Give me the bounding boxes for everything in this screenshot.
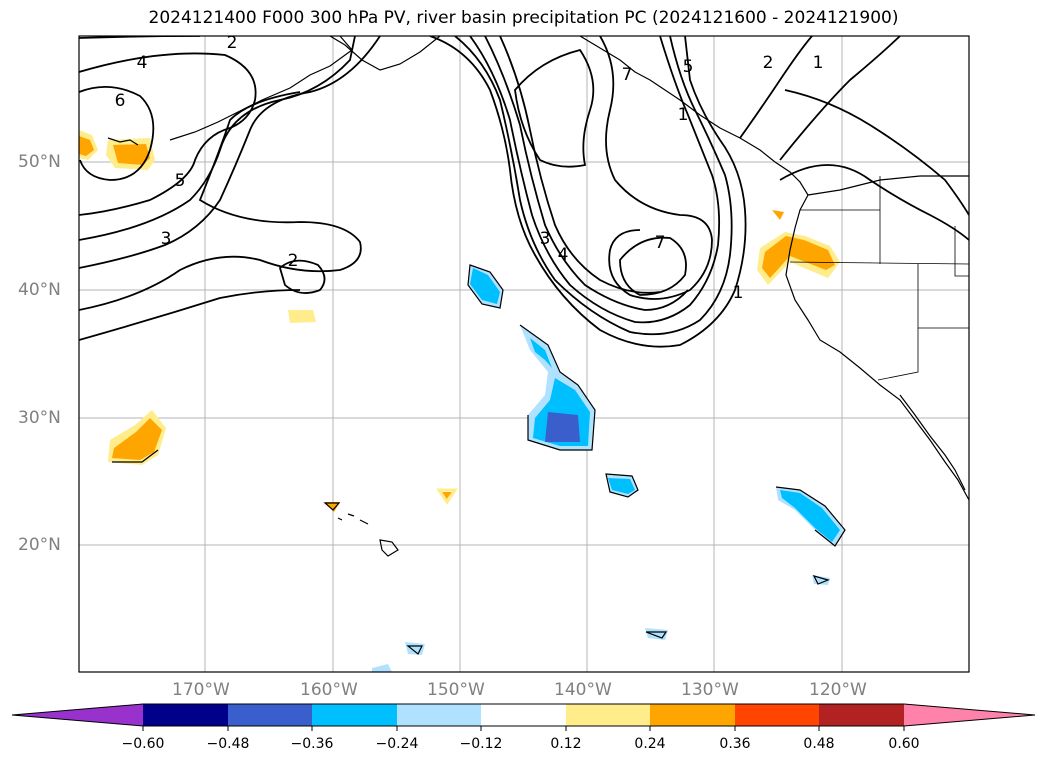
colorbar-label: 0.48 — [803, 736, 835, 752]
contour-label: 7 — [655, 233, 666, 253]
contour-label: 1 — [678, 105, 689, 125]
colorbar-swatch — [143, 704, 228, 726]
contour-label: 3 — [540, 229, 551, 249]
colorbar-label: −0.12 — [459, 736, 503, 752]
contour-label: 4 — [137, 53, 148, 73]
colorbar-label: −0.36 — [290, 736, 334, 752]
state-borders — [789, 176, 969, 381]
lon-label: 130°W — [681, 680, 739, 700]
colorbar-swatch — [650, 704, 735, 726]
contour-label: 5 — [683, 57, 694, 77]
lon-label: 170°W — [172, 680, 230, 700]
colorbar-label: −0.24 — [375, 736, 419, 752]
contour-label: 2 — [288, 251, 299, 271]
contour-label: 1 — [813, 53, 824, 73]
colorbar-swatch — [12, 704, 143, 726]
lon-label: 160°W — [300, 680, 358, 700]
lon-label: 140°W — [554, 680, 612, 700]
colorbar-swatch — [566, 704, 650, 726]
contour-label: 2 — [763, 53, 774, 73]
colorbar-swatch — [819, 704, 904, 726]
colorbar-label: 0.12 — [550, 736, 582, 752]
lat-label: 30°N — [18, 408, 61, 428]
colorbar-label: −0.60 — [121, 736, 165, 752]
lon-label: 150°W — [427, 680, 485, 700]
colorbar-swatch — [904, 704, 1035, 726]
map-gridlines — [79, 36, 969, 672]
contour-label: 6 — [115, 91, 126, 111]
contour-label: 7 — [622, 65, 633, 85]
colorbar-swatch — [228, 704, 312, 726]
lat-label: 20°N — [18, 535, 61, 555]
precip-negative-areas — [372, 265, 845, 672]
colorbar — [11, 703, 1036, 731]
colorbar-swatch — [735, 704, 819, 726]
coastlines — [107, 36, 969, 655]
colorbar-swatch — [481, 704, 566, 726]
colorbar-label: 0.36 — [719, 736, 751, 752]
contour-label: 4 — [558, 245, 569, 265]
colorbar-label: 0.60 — [888, 736, 920, 752]
colorbar-label: −0.48 — [206, 736, 250, 752]
contour-label: 1 — [733, 283, 744, 303]
pv-contours — [79, 36, 969, 348]
lon-label: 120°W — [809, 680, 867, 700]
map-title: 2024121400 F000 300 hPa PV, river basin … — [148, 8, 899, 28]
contour-labels: 2 4 6 5 3 2 3 4 7 1 1 2 1 7 5 — [115, 33, 824, 303]
contour-label: 5 — [175, 171, 186, 191]
precip-positive-areas — [79, 130, 840, 512]
contour-label: 2 — [227, 33, 238, 53]
colorbar-label: 0.24 — [634, 736, 666, 752]
map-frame — [78, 35, 970, 673]
lat-label: 50°N — [18, 152, 61, 172]
colorbar-swatch — [397, 704, 481, 726]
contour-label: 3 — [161, 229, 172, 249]
colorbar-swatch — [312, 704, 397, 726]
lat-label: 40°N — [18, 280, 61, 300]
